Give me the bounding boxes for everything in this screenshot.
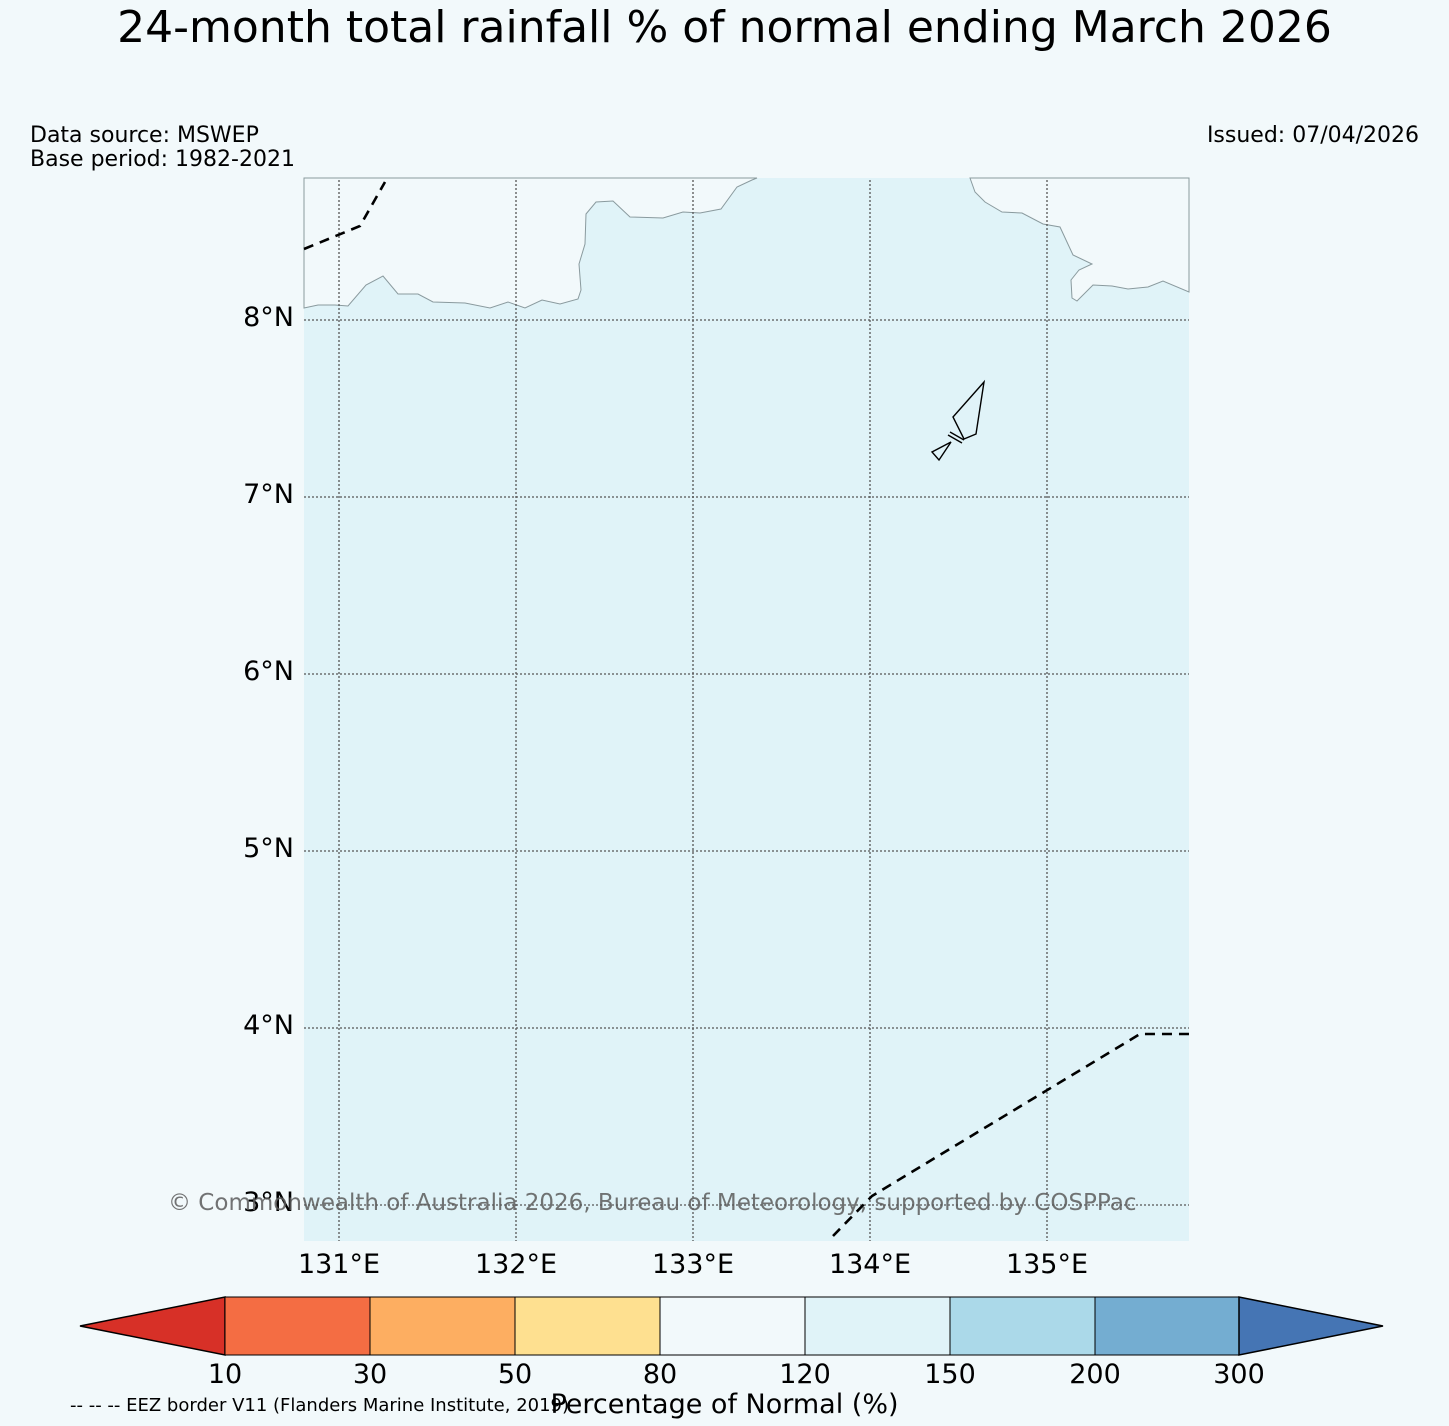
colorbar-extend-low (79, 1296, 226, 1356)
colorbar-segment (659, 1296, 806, 1356)
data-source-info: Data source: MSWEP Base period: 1982-202… (30, 124, 295, 172)
map-panel (304, 178, 1189, 1241)
eez-legend: -- -- -- EEZ border V11 (Flanders Marine… (70, 1395, 570, 1416)
coastline-sea-east (969, 177, 1190, 302)
colorbar-tick: 120 (779, 1359, 831, 1390)
lat-label: 5°N (243, 833, 294, 864)
eez-border (303, 181, 1189, 1237)
colorbar-segment (514, 1296, 661, 1356)
map-title: 24-month total rainfall % of normal endi… (117, 2, 1332, 53)
islands (930, 379, 986, 462)
colorbar-segment (949, 1296, 1096, 1356)
copyright-notice: © Commonwealth of Australia 2026, Bureau… (168, 1190, 1137, 1216)
lat-label: 6°N (243, 656, 294, 687)
coastline-sea (303, 177, 758, 309)
lat-label: 3°N (243, 1187, 294, 1218)
colorbar-segment (1094, 1296, 1240, 1356)
colorbar-tick: 300 (1213, 1359, 1265, 1390)
colorbar-label: Percentage of Normal (%) (550, 1389, 899, 1420)
lat-label: 7°N (243, 479, 294, 510)
lon-label: 135°E (1005, 1249, 1089, 1280)
base-period: Base period: 1982-2021 (30, 147, 295, 172)
colorbar (79, 1296, 1384, 1356)
colorbar-tick: 10 (207, 1359, 243, 1390)
lon-label: 134°E (828, 1249, 912, 1280)
issued-date: Issued: 07/04/2026 (1206, 123, 1419, 148)
lat-label: 4°N (243, 1010, 294, 1041)
colorbar-extend-high (1238, 1296, 1384, 1356)
colorbar-tick: 50 (497, 1359, 533, 1390)
colorbar-tick: 80 (642, 1359, 678, 1390)
data-source: Data source: MSWEP (30, 123, 259, 148)
lon-label: 132°E (474, 1249, 558, 1280)
colorbar-tick: 150 (924, 1359, 976, 1390)
lon-label: 131°E (297, 1249, 381, 1280)
lat-label: 8°N (243, 302, 294, 333)
colorbar-segment (369, 1296, 516, 1356)
lon-label: 133°E (651, 1249, 735, 1280)
colorbar-segment (224, 1296, 371, 1356)
colorbar-segment (804, 1296, 951, 1356)
graticule (304, 180, 1189, 1241)
colorbar-tick: 200 (1069, 1359, 1121, 1390)
colorbar-tick: 30 (352, 1359, 388, 1390)
